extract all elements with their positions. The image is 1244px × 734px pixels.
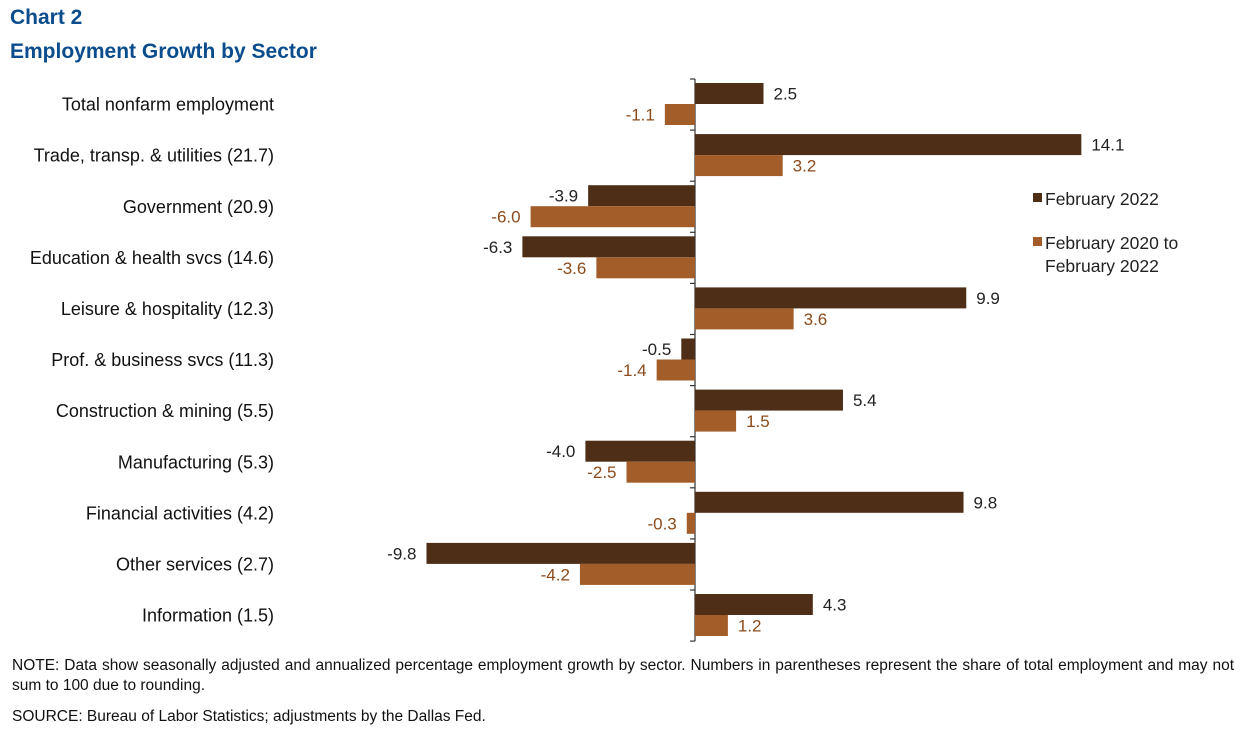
bar: [522, 236, 695, 258]
legend-label: February 2022: [1045, 256, 1159, 276]
category-label: Trade, transp. & utilities (21.7): [34, 146, 274, 166]
data-label: -6.3: [483, 238, 512, 257]
category-label: Education & health svcs (14.6): [30, 248, 274, 268]
data-label: -1.4: [617, 361, 646, 380]
data-label: 9.8: [974, 493, 998, 512]
data-label: 1.2: [738, 617, 762, 636]
bar: [695, 83, 764, 104]
bar: [695, 594, 813, 615]
data-label: 4.3: [823, 596, 847, 615]
bar: [579, 563, 695, 585]
category-label: Other services (2.7): [116, 554, 274, 574]
bar: [585, 440, 695, 462]
chart-title: Chart 2: [10, 6, 83, 29]
bar: [596, 257, 695, 279]
category-label: Government (20.9): [123, 197, 274, 217]
data-label: -4.2: [541, 565, 570, 584]
data-label: -4.0: [546, 442, 575, 461]
legend-label: February 2022: [1045, 189, 1159, 209]
bar: [664, 104, 695, 125]
data-label: 5.4: [853, 391, 877, 410]
chart-source: SOURCE: Bureau of Labor Statistics; adju…: [12, 708, 486, 725]
data-label: -0.3: [647, 514, 676, 533]
bar: [588, 185, 695, 207]
legend-swatch: [1033, 193, 1042, 202]
data-label: 3.2: [793, 157, 817, 176]
chart-subtitle: Employment Growth by Sector: [10, 40, 317, 63]
data-label: 14.1: [1091, 136, 1124, 155]
category-label: Prof. & business svcs (11.3): [51, 350, 274, 370]
bar: [626, 461, 695, 483]
data-label: -2.5: [587, 463, 616, 482]
data-label: -0.5: [642, 340, 671, 359]
bar: [530, 206, 695, 228]
bar: [695, 615, 728, 636]
category-label: Leisure & hospitality (12.3): [61, 299, 274, 319]
bar: [656, 359, 695, 381]
category-label: Total nonfarm employment: [62, 95, 274, 115]
bar: [686, 512, 695, 534]
data-label: -3.6: [557, 259, 586, 278]
category-label: Construction & mining (5.5): [56, 401, 274, 421]
data-label: 1.5: [746, 412, 770, 431]
legend-label: February 2020 to: [1045, 233, 1178, 253]
chart-note: NOTE: Data show seasonally adjusted and …: [12, 657, 1234, 694]
bar: [695, 491, 964, 513]
category-label: Financial activities (4.2): [86, 503, 274, 523]
bar: [681, 338, 695, 360]
bar-chart: Total nonfarm employment 2.5 -1.1 Trade, tr…: [30, 78, 1178, 642]
data-label: -1.1: [626, 106, 655, 125]
data-label: 2.5: [774, 85, 798, 104]
data-label: 9.9: [976, 289, 1000, 308]
bar: [695, 134, 1082, 156]
data-label: -6.0: [491, 208, 520, 227]
legend-swatch: [1033, 237, 1042, 246]
category-label: Manufacturing (5.3): [118, 452, 274, 472]
bar: [695, 155, 783, 177]
bar: [695, 389, 843, 411]
bar: [695, 410, 737, 432]
data-label: -3.9: [549, 187, 578, 206]
bar: [695, 287, 967, 309]
data-label: -9.8: [387, 544, 416, 563]
data-label: 3.6: [804, 310, 828, 329]
category-label: Information (1.5): [142, 606, 274, 626]
bar: [695, 308, 794, 330]
bar: [426, 542, 695, 564]
